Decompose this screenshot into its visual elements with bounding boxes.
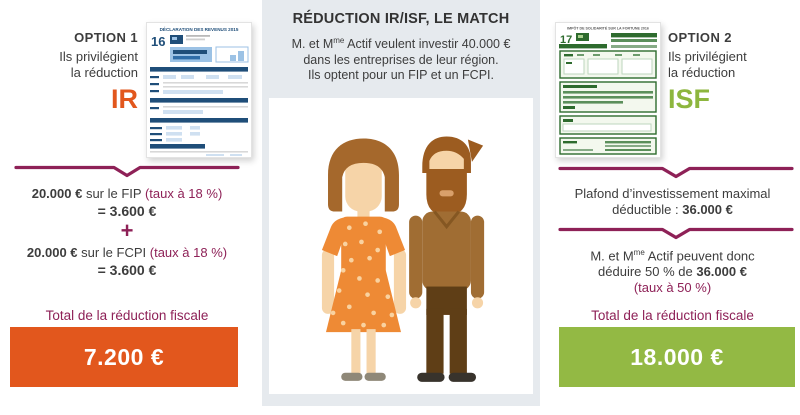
chevron-divider-left bbox=[14, 165, 240, 178]
deduction-prefix: M. et M bbox=[590, 248, 634, 264]
ir-total-box: 7.200 € bbox=[10, 327, 238, 387]
left-total-label: Total de la réduction fiscale bbox=[45, 308, 209, 323]
isf-form-header: IMPÔT DE SOLIDARITÉ SUR LA FORTUNE 2016 bbox=[567, 26, 649, 31]
plus-sign: + bbox=[120, 218, 134, 243]
deduction-amount: 36.000 € bbox=[696, 264, 747, 279]
deduction-sup: me bbox=[633, 248, 645, 257]
fip-rate: (taux à 18 %) bbox=[144, 186, 223, 201]
option2-line1: Ils privilégient bbox=[668, 49, 747, 64]
option2-line2: la réduction bbox=[668, 65, 736, 80]
couple-illustration bbox=[321, 136, 485, 382]
match-title: RÉDUCTION IR/ISF, LE MATCH bbox=[292, 11, 510, 27]
center-panel: RÉDUCTION IR/ISF, LE MATCH M. et Mme Act… bbox=[262, 0, 540, 406]
option1-line1: Ils privilégient bbox=[59, 49, 138, 64]
match-subtitle: M. et Mme Actif veulent investir 40.000 … bbox=[262, 33, 540, 84]
subtitle-prefix: M. et M bbox=[291, 37, 334, 52]
isf-form-graphic: IMPÔT DE SOLIDARITÉ SUR LA FORTUNE 2016 … bbox=[555, 22, 661, 158]
deduction-line1-rest: Actif peuvent donc bbox=[644, 248, 755, 264]
plafond-line2-prefix: déductible : bbox=[612, 202, 683, 217]
option2-tax-label: ISF bbox=[668, 84, 711, 114]
fcpi-amount: 20.000 € bbox=[26, 245, 78, 260]
chevron-divider-icon bbox=[558, 166, 794, 179]
fip-result: = 3.600 € bbox=[97, 203, 157, 219]
ir-form-year-number: 16 bbox=[151, 34, 165, 49]
option1-tax-label: IR bbox=[111, 84, 138, 114]
deduction-line1: M. et Mme Actif peuvent donc bbox=[545, 248, 800, 263]
couple-illustration-frame bbox=[269, 98, 533, 394]
chevron-divider-right-1 bbox=[558, 166, 794, 179]
subtitle-line3: Ils optent pour un FIP et un FCPI. bbox=[308, 68, 494, 83]
chevron-divider-icon bbox=[14, 165, 240, 178]
chevron-divider-right-2 bbox=[558, 227, 794, 240]
fcpi-rate: (taux à 18 %) bbox=[149, 245, 228, 260]
subtitle-sup: me bbox=[333, 36, 345, 45]
ir-form-graphic: DÉCLARATION DES REVENUS 2015 16 bbox=[146, 22, 252, 158]
plafond-line2: déductible : 36.000 € bbox=[545, 202, 800, 217]
option2-kicker: OPTION 2 bbox=[668, 30, 732, 45]
isf-tax-form-image: IMPÔT DE SOLIDARITÉ SUR LA FORTUNE 2016 … bbox=[555, 22, 661, 158]
plafond-amount: 36.000 € bbox=[682, 202, 733, 217]
option1-block: OPTION 1 Ils privilégient la réduction I… bbox=[6, 30, 138, 114]
option1-line2: la réduction bbox=[70, 65, 138, 80]
subtitle-line2: dans les entreprises de leur région. bbox=[303, 52, 499, 67]
ir-tax-form-image: DÉCLARATION DES REVENUS 2015 16 bbox=[146, 22, 252, 158]
isf-total-box: 18.000 € bbox=[559, 327, 795, 387]
fip-text: sur le FIP bbox=[82, 186, 145, 201]
fip-amount: 20.000 € bbox=[31, 186, 83, 201]
subtitle-line1-rest: Actif veulent investir 40.000 € bbox=[344, 37, 511, 52]
option2-block: OPTION 2 Ils privilégient la réduction I… bbox=[668, 30, 800, 114]
woman-figure bbox=[321, 138, 407, 381]
isf-form-year-number: 17 bbox=[560, 34, 572, 46]
right-total-label: Total de la réduction fiscale bbox=[591, 308, 754, 323]
deduction-line2: déduire 50 % de 36.000 € bbox=[545, 264, 800, 279]
dress-dots bbox=[330, 221, 395, 328]
man-figure bbox=[409, 136, 485, 382]
fcpi-result: = 3.600 € bbox=[97, 262, 157, 278]
ir-form-header: DÉCLARATION DES REVENUS 2015 bbox=[160, 25, 239, 32]
fip-investment-line: 20.000 € sur le FIP (taux à 18 %) bbox=[0, 186, 254, 201]
deduction-line2-prefix: déduire 50 % de bbox=[598, 264, 697, 279]
chevron-divider-icon bbox=[558, 227, 794, 240]
option1-kicker: OPTION 1 bbox=[74, 30, 138, 45]
plafond-line1: Plafond d’investissement maximal bbox=[574, 186, 771, 201]
fcpi-text: sur le FCPI bbox=[77, 245, 150, 260]
fcpi-investment-line: 20.000 € sur le FCPI (taux à 18 %) bbox=[0, 245, 254, 260]
deduction-rate: (taux à 50 %) bbox=[633, 280, 712, 295]
